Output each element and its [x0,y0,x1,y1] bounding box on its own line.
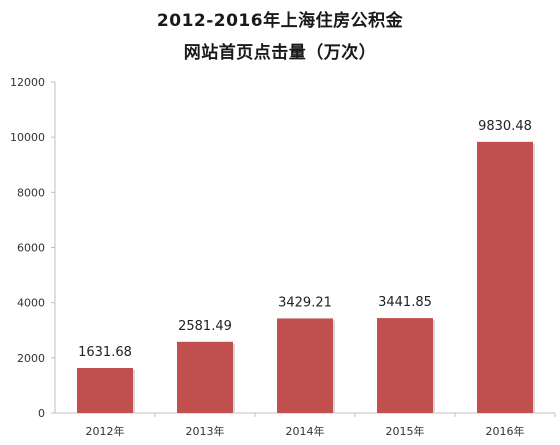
x-tick-label: 2015年 [386,424,425,438]
bar-value-label: 1631.68 [78,345,132,360]
bar-value-label: 3429.21 [278,295,332,310]
bar-value-label: 2581.49 [178,319,232,334]
y-tick-label: 0 [38,407,45,420]
y-tick-label: 12000 [10,76,45,89]
x-tick-label: 2014年 [286,424,325,438]
x-tick-label: 2012年 [86,424,125,438]
chart-title-line-2: 网站首页点击量（万次） [183,43,377,63]
bar [177,341,233,413]
chart-title-line-1: 2012-2016年上海住房公积金 [156,11,404,31]
x-tick-label: 2016年 [486,424,525,438]
y-tick-label: 2000 [17,352,45,365]
y-tick-label: 10000 [10,131,45,144]
y-tick-label: 4000 [17,297,45,310]
bar-value-label: 3441.85 [378,295,432,310]
bar [277,318,333,413]
bar [477,141,533,413]
bar [77,367,133,413]
bar [377,318,433,413]
y-tick-label: 6000 [17,242,45,255]
y-tick-label: 8000 [17,186,45,199]
bar-value-label: 9830.48 [478,119,532,134]
x-tick-label: 2013年 [186,424,225,438]
